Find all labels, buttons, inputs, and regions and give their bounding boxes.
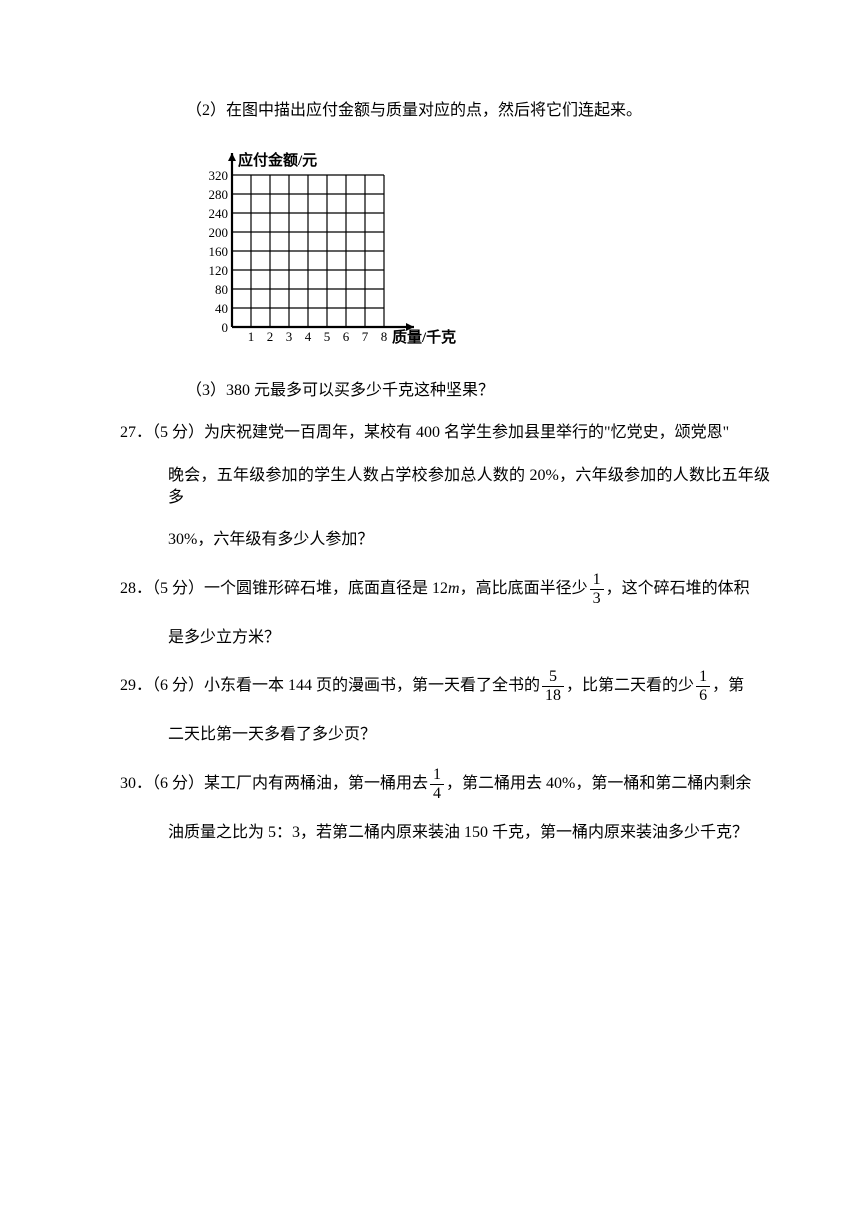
- q26-sub3-text: （3）380 元最多可以买多少千克这种坚果？: [186, 382, 494, 399]
- q26-sub2-text: （2）在图中描出应付金额与质量对应的点，然后将它们连起来。: [186, 102, 642, 119]
- q26-sub3: （3）380 元最多可以买多少千克这种坚果？: [90, 380, 770, 402]
- q29-frac2: 16: [696, 669, 710, 704]
- q30-line2-wrap: 油质量之比为 5：3，若第二桶内原来装油 150 千克，第一桶内原来装油多少千克…: [90, 822, 770, 844]
- q28-frac1: 13: [590, 572, 604, 607]
- q27-num: 27．: [120, 424, 152, 441]
- chart-svg: 320 280 240 200 160 120 80 40 0 12345678 应付金额/元质量/…: [190, 132, 490, 362]
- q29-frac1-den: 18: [542, 687, 564, 704]
- svg-text:8: 8: [381, 329, 388, 344]
- svg-text:1: 1: [248, 329, 255, 344]
- svg-text:0: 0: [222, 320, 229, 335]
- q29-line1b: ，比第二天看的少: [566, 677, 694, 694]
- q29-line1c: ，第: [712, 677, 744, 694]
- q30-frac1-den: 4: [430, 785, 444, 802]
- q28-line1c: ，这个碎石堆的体积: [606, 580, 750, 597]
- svg-text:120: 120: [209, 263, 229, 278]
- q29: 29．（6 分）小东看一本 144 页的漫画书，第一天看了全书的518，比第二天…: [90, 669, 770, 704]
- svg-text:320: 320: [209, 168, 229, 183]
- q30-line1b: ，第二桶用去 40%，第一桶和第二桶内剩余: [446, 775, 751, 792]
- svg-text:7: 7: [362, 329, 369, 344]
- q28-line1a: 一个圆锥形碎石堆，底面直径是 12: [204, 580, 448, 597]
- q28-m: m: [448, 580, 460, 597]
- q27-line1: 为庆祝建党一百周年，某校有 400 名学生参加县里举行的"忆党史，颂党恩": [204, 424, 729, 441]
- q27-line3: 30%，六年级有多少人参加？: [168, 531, 373, 548]
- svg-text:200: 200: [209, 225, 229, 240]
- q28-frac1-num: 1: [590, 572, 604, 590]
- q29-frac2-den: 6: [696, 687, 710, 704]
- svg-text:80: 80: [215, 282, 228, 297]
- q30-frac1: 14: [430, 767, 444, 802]
- q30-line2: 油质量之比为 5：3，若第二桶内原来装油 150 千克，第一桶内原来装油多少千克…: [168, 824, 748, 841]
- svg-text:240: 240: [209, 206, 229, 221]
- q29-points: （6 分）: [152, 677, 204, 694]
- q28-points: （5 分）: [152, 580, 204, 597]
- svg-text:160: 160: [209, 244, 229, 259]
- q27-line2-wrap: 晚会，五年级参加的学生人数占学校参加总人数的 20%，六年级参加的人数比五年级多: [90, 465, 770, 510]
- q28-frac1-den: 3: [590, 590, 604, 607]
- q28-line2-wrap: 是多少立方米？: [90, 627, 770, 649]
- q27: 27．（5 分）为庆祝建党一百周年，某校有 400 名学生参加县里举行的"忆党史…: [90, 422, 770, 444]
- svg-text:4: 4: [305, 329, 312, 344]
- q26-sub2: （2）在图中描出应付金额与质量对应的点，然后将它们连起来。: [90, 100, 770, 122]
- q28-num: 28．: [120, 580, 152, 597]
- q27-points: （5 分）: [152, 424, 204, 441]
- q29-num: 29．: [120, 677, 152, 694]
- svg-text:6: 6: [343, 329, 350, 344]
- svg-text:应付金额/元: 应付金额/元: [238, 151, 317, 169]
- svg-text:2: 2: [267, 329, 274, 344]
- q30-line1a: 某工厂内有两桶油，第一桶用去: [204, 775, 428, 792]
- svg-text:40: 40: [215, 301, 228, 316]
- q29-line1a: 小东看一本 144 页的漫画书，第一天看了全书的: [204, 677, 540, 694]
- q30-frac1-num: 1: [430, 767, 444, 785]
- q30: 30．（6 分）某工厂内有两桶油，第一桶用去14，第二桶用去 40%，第一桶和第…: [90, 767, 770, 802]
- q30-points: （6 分）: [152, 775, 204, 792]
- q27-line2: 晚会，五年级参加的学生人数占学校参加总人数的 20%，六年级参加的人数比五年级多: [168, 467, 770, 506]
- q27-line3-wrap: 30%，六年级有多少人参加？: [90, 529, 770, 551]
- q29-frac2-num: 1: [696, 669, 710, 687]
- q28: 28．（5 分）一个圆锥形碎石堆，底面直径是 12m，高比底面半径少13，这个碎…: [90, 572, 770, 607]
- q29-frac1: 518: [542, 669, 564, 704]
- q30-num: 30．: [120, 775, 152, 792]
- q28-line1b: ，高比底面半径少: [460, 580, 588, 597]
- svg-text:5: 5: [324, 329, 331, 344]
- q29-frac1-num: 5: [542, 669, 564, 687]
- q28-line2: 是多少立方米？: [168, 629, 280, 646]
- svg-text:280: 280: [209, 187, 229, 202]
- chart-grid: 320 280 240 200 160 120 80 40 0 12345678 应付金额/元质量/…: [190, 132, 770, 369]
- q29-line2-wrap: 二天比第一天多看了多少页？: [90, 724, 770, 746]
- svg-text:质量/千克: 质量/千克: [392, 328, 456, 346]
- q29-line2: 二天比第一天多看了多少页？: [168, 726, 376, 743]
- svg-text:3: 3: [286, 329, 293, 344]
